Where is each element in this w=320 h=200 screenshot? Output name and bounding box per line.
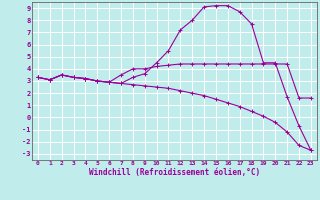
X-axis label: Windchill (Refroidissement éolien,°C): Windchill (Refroidissement éolien,°C) (89, 168, 260, 177)
